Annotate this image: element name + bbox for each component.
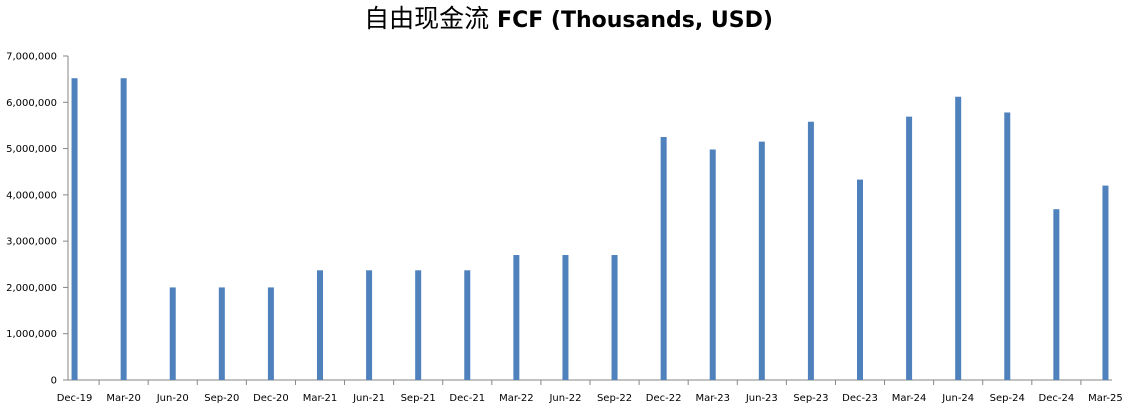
x-tick-label: Dec-20: [253, 393, 289, 404]
chart-title: 自由现金流 FCF (Thousands, USD): [0, 4, 1137, 36]
x-tick-label: Sep-22: [597, 393, 632, 404]
bar: [415, 270, 422, 380]
bar: [857, 179, 863, 380]
bar: [1004, 112, 1011, 381]
x-tick-label: Sep-21: [401, 393, 436, 404]
x-tick-label: Jun-23: [745, 393, 778, 404]
bars: [71, 78, 1109, 381]
x-tick-label: Mar-24: [892, 393, 927, 404]
y-tick-label: 3,000,000: [6, 237, 57, 248]
bar: [366, 270, 373, 380]
x-tick-label: Jun-22: [548, 393, 581, 404]
x-tick-label: Dec-23: [842, 393, 878, 404]
bar: [1053, 209, 1060, 380]
y-tick-label: 1,000,000: [6, 329, 57, 340]
bar: [758, 141, 765, 380]
bar: [71, 78, 78, 381]
x-tick-label: Sep-24: [990, 393, 1025, 404]
bar: [611, 255, 618, 380]
y-tick-label: 4,000,000: [6, 190, 57, 201]
y-tick-label: 0: [51, 376, 57, 387]
x-tick-label: Dec-24: [1039, 393, 1075, 404]
bar: [464, 270, 471, 380]
x-tick-label: Sep-20: [204, 393, 239, 404]
x-tick-label: Mar-20: [106, 393, 141, 404]
bar: [513, 255, 520, 380]
chart-title-english: FCF (Thousands, USD): [497, 8, 773, 33]
x-axis: Dec-19 Mar-20 Jun-20 Sep-20 Dec-20 Mar-21 Jun-…: [57, 379, 1123, 404]
bar: [317, 270, 323, 380]
x-tick-label: Jun-21: [352, 393, 385, 404]
y-tick-label: 7,000,000: [6, 52, 57, 63]
x-tick-label: Jun-20: [156, 393, 189, 404]
y-axis: 0 1,000,000 2,000,000 3,000,000 4,000,000 5,0…: [6, 52, 69, 387]
bar: [709, 149, 716, 380]
x-tick-label: Mar-21: [303, 393, 338, 404]
y-tick-label: 2,000,000: [6, 283, 57, 294]
x-tick-label: Dec-22: [646, 393, 682, 404]
bar: [120, 78, 127, 381]
x-tick-label: Mar-25: [1088, 393, 1123, 404]
bar: [1102, 185, 1109, 380]
bar: [169, 287, 176, 380]
x-tick-label: Dec-21: [449, 393, 485, 404]
x-tick-label: Jun-24: [941, 393, 974, 404]
x-tick-label: Mar-23: [695, 393, 730, 404]
chart-title-chinese: 自由现金流: [364, 4, 490, 33]
bar: [955, 96, 962, 380]
y-tick-label: 6,000,000: [6, 98, 57, 109]
bar: [267, 287, 274, 380]
bar: [906, 116, 913, 381]
y-tick-label: 5,000,000: [6, 144, 57, 155]
x-tick-label: Sep-23: [793, 393, 828, 404]
x-tick-label: Dec-19: [57, 393, 93, 404]
bar: [218, 287, 225, 380]
bar: [562, 255, 569, 380]
x-tick-label: Mar-22: [499, 393, 534, 404]
bar: [807, 121, 814, 381]
bar: [660, 137, 667, 380]
